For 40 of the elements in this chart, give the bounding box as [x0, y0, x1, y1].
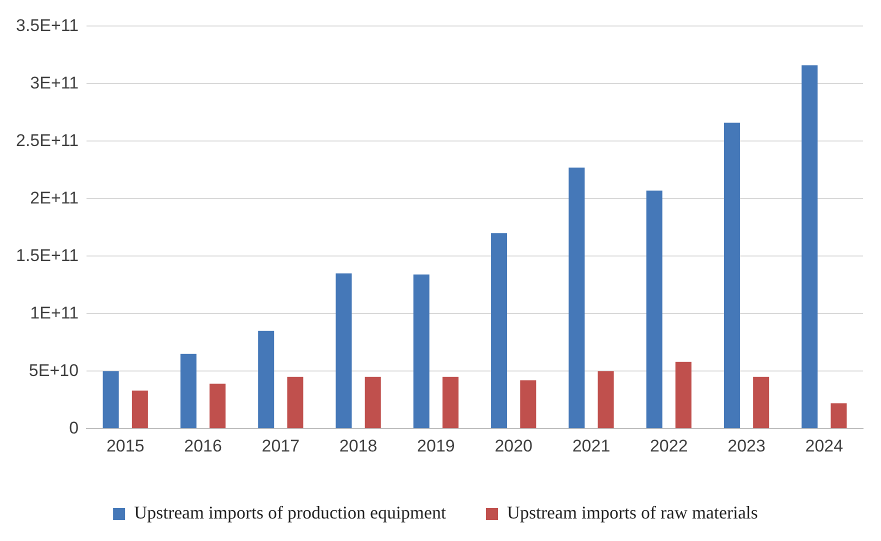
bar — [753, 376, 770, 428]
y-tick-label: 3E+11 — [30, 73, 79, 92]
legend-label: Upstream imports of production equipment — [134, 502, 446, 523]
bar — [102, 371, 119, 428]
y-tick-label: 1.5E+11 — [16, 246, 79, 265]
x-tick-label: 2023 — [728, 436, 766, 456]
x-tick-label: 2024 — [805, 436, 844, 456]
bar — [675, 362, 692, 428]
y-tick-label: 5E+10 — [28, 360, 79, 380]
bar — [287, 376, 304, 428]
bar — [724, 122, 740, 428]
bar — [180, 354, 196, 428]
x-tick-label: 2022 — [650, 436, 688, 456]
y-tick-label: 1E+11 — [30, 303, 79, 322]
bar — [568, 168, 585, 428]
x-tick-label: 2021 — [572, 436, 610, 456]
y-tick-label: 3.5E+11 — [16, 16, 79, 35]
bar — [336, 273, 352, 428]
bar — [491, 233, 508, 428]
bar — [413, 274, 430, 428]
x-tick-label: 2020 — [494, 436, 533, 456]
x-tick-label: 2016 — [184, 436, 222, 456]
bar — [802, 65, 818, 428]
bar — [442, 376, 459, 428]
bar — [364, 376, 381, 428]
legend-label: Upstream imports of raw materials — [507, 502, 758, 523]
bar — [598, 371, 614, 428]
bar — [830, 403, 847, 428]
bar — [132, 390, 148, 428]
bar — [258, 330, 274, 428]
x-tick-label: 2019 — [417, 436, 455, 456]
x-tick-label: 2015 — [106, 436, 144, 456]
bar — [646, 190, 662, 428]
bar — [210, 384, 226, 428]
x-tick-label: 2017 — [262, 436, 300, 456]
y-tick-label: 0 — [69, 418, 79, 438]
y-tick-label: 2.5E+11 — [16, 130, 79, 150]
bar — [520, 380, 536, 428]
y-tick-label: 2E+11 — [30, 188, 79, 208]
x-tick-label: 2018 — [339, 436, 378, 456]
